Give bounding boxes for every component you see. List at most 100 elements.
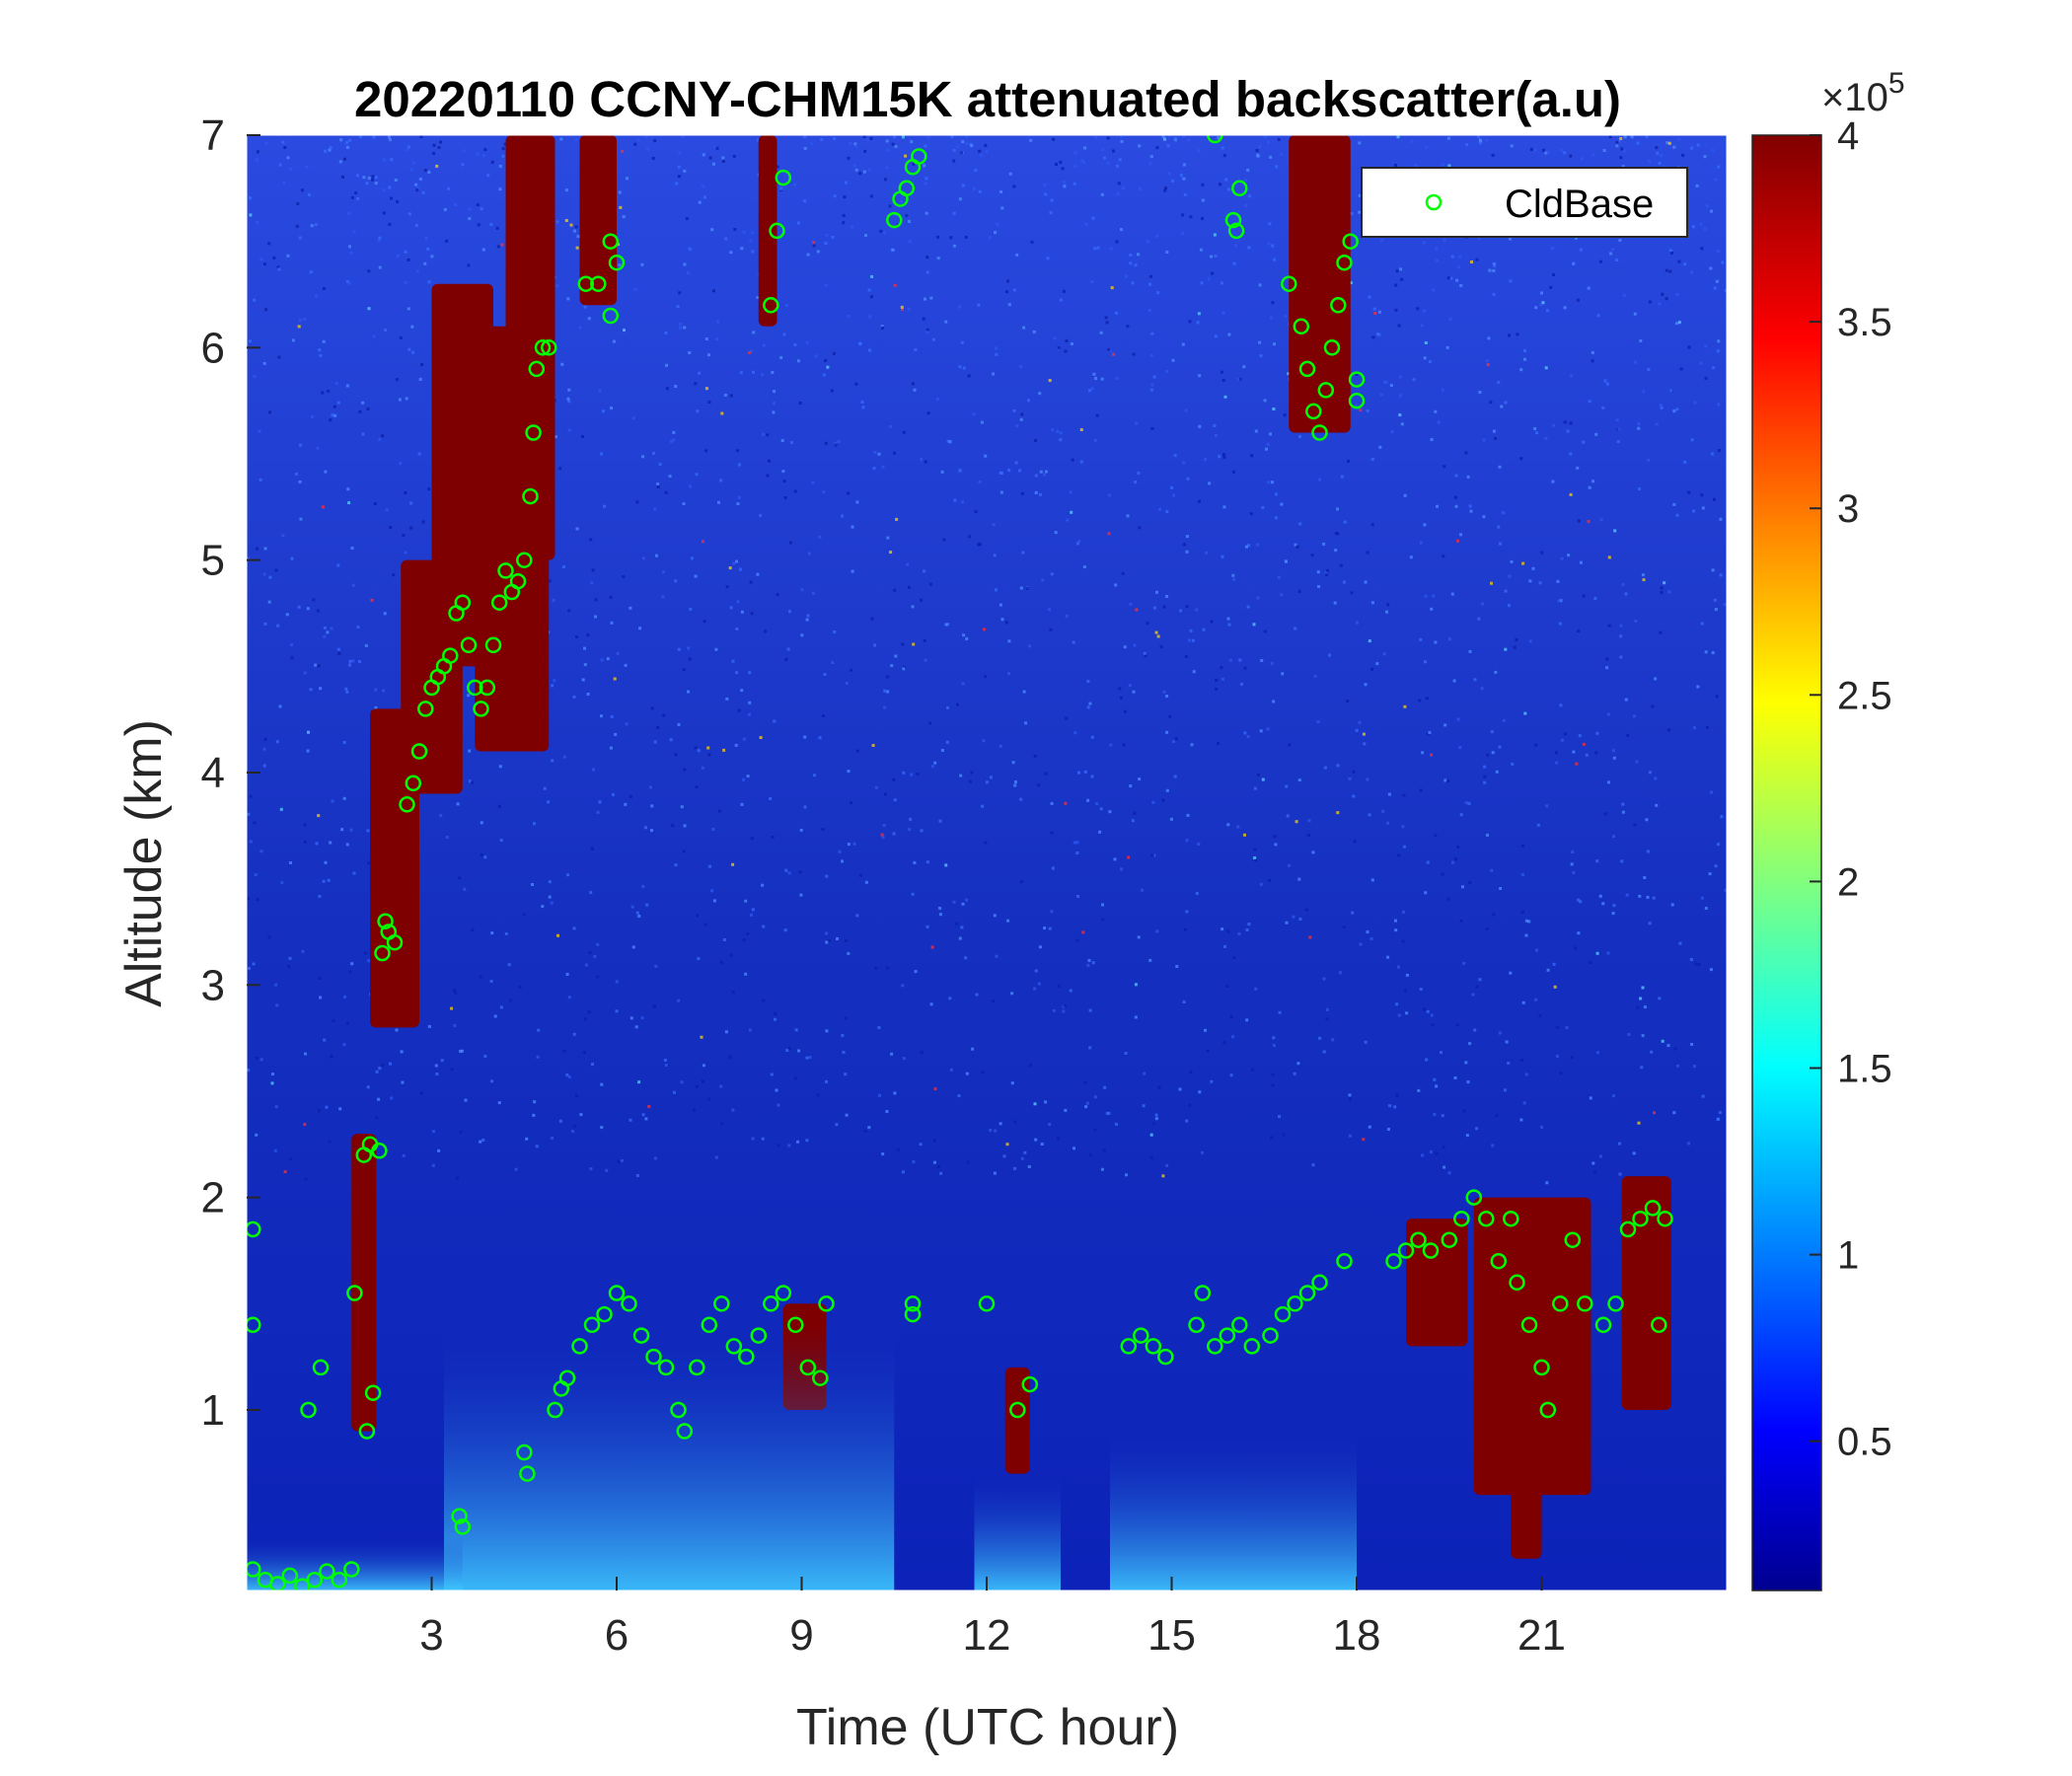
noise-speck [283,146,287,149]
noise-speck [1491,1144,1495,1147]
noise-speck [1692,509,1696,513]
noise-speck [687,271,690,275]
noise-speck [316,446,320,450]
noise-speck [893,798,897,802]
noise-speck [564,188,568,192]
noise-speck [1643,1005,1647,1009]
noise-speck [398,398,402,402]
noise-speck [321,391,325,395]
noise-speck [319,996,323,999]
noise-speck [862,170,866,174]
noise-speck [1033,987,1037,991]
noise-speck [737,463,741,467]
noise-speck [1129,784,1133,788]
noise-speck [1523,711,1527,715]
noise-speck [514,1167,518,1171]
noise-speck [1527,920,1531,924]
noise-speck [1450,255,1454,259]
noise-speck [1690,146,1694,150]
noise-speck [1515,637,1518,641]
noise-speck [631,416,635,420]
noise-speck [1132,690,1136,694]
noise-speck [290,656,294,660]
noise-speck [683,169,687,173]
noise-speck [1718,1111,1722,1115]
noise-speck [1464,801,1468,805]
noise-speck [1616,440,1620,444]
noise-speck [365,182,369,185]
noise-speck [640,1016,644,1020]
noise-speck [1699,222,1703,226]
noise-speck [1118,687,1122,691]
noise-speck [935,398,939,402]
noise-speck [1528,579,1532,583]
noise-speck [1713,286,1717,290]
noise-speck [1435,247,1439,251]
noise-speck [873,451,877,455]
noise-speck [1110,286,1114,290]
noise-speck [1717,339,1721,343]
noise-speck [500,243,504,247]
noise-speck [447,186,451,190]
noise-speck [975,993,979,997]
noise-speck [275,740,279,744]
noise-speck [1425,1058,1429,1062]
noise-speck [440,1059,444,1063]
noise-speck [925,328,929,332]
cldbase-point [1577,1295,1593,1312]
noise-speck [1005,290,1008,294]
aerosol-layer [247,1324,1357,1591]
noise-speck [263,737,267,741]
colorbar-gradient [1751,134,1822,1591]
noise-speck [1441,1114,1444,1118]
noise-speck [1435,1151,1439,1155]
noise-speck [844,1073,848,1076]
noise-speck [399,336,403,339]
colorbar-tick-label: 1 [1837,1234,1859,1278]
noise-speck [1373,312,1377,315]
noise-speck [658,463,662,466]
noise-speck [579,1113,583,1117]
noise-speck [697,749,701,753]
noise-speck [499,839,503,843]
noise-speck [1446,136,1450,140]
noise-speck [1138,526,1142,530]
noise-speck [713,145,717,149]
noise-speck [878,1093,881,1097]
noise-speck [445,836,449,839]
noise-speck [1606,382,1609,386]
noise-speck [1232,261,1236,265]
noise-speck [1419,637,1423,641]
noise-speck [1419,988,1423,991]
noise-speck [317,814,321,818]
noise-speck [1369,936,1373,940]
noise-speck [1459,533,1463,537]
noise-speck [319,354,323,357]
noise-speck [489,223,493,226]
noise-speck [1271,244,1275,248]
noise-speck [614,732,618,736]
noise-speck [1424,660,1427,664]
noise-speck [957,1094,961,1098]
noise-speck [606,657,610,661]
cldbase-point [886,211,903,229]
noise-speck [1509,279,1513,283]
noise-speck [1435,1084,1439,1088]
noise-speck [432,1130,435,1134]
noise-speck [1075,851,1079,854]
noise-speck [1521,1000,1525,1004]
noise-speck [324,470,328,474]
noise-speck [1519,1118,1523,1122]
noise-speck [1185,910,1189,914]
noise-speck [1125,274,1129,278]
noise-speck [583,1051,587,1055]
noise-speck [378,265,382,269]
noise-speck [750,837,754,841]
noise-speck [1557,599,1561,603]
noise-speck [962,633,966,637]
noise-speck [1669,389,1673,393]
noise-speck [273,1148,277,1152]
cldbase-point [1619,1221,1637,1238]
noise-speck [965,135,969,138]
noise-speck [437,1148,441,1152]
